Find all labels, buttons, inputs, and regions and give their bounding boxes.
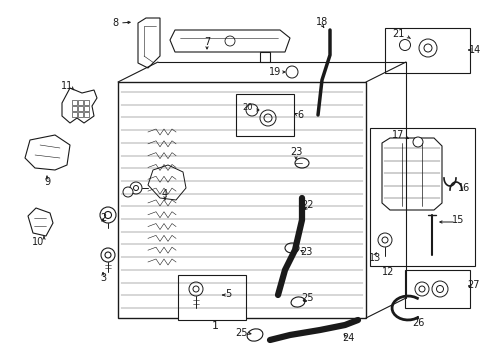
Circle shape bbox=[264, 114, 271, 122]
Circle shape bbox=[100, 207, 116, 223]
Circle shape bbox=[412, 137, 422, 147]
Text: 23: 23 bbox=[299, 247, 311, 257]
Circle shape bbox=[414, 282, 428, 296]
Text: 23: 23 bbox=[289, 147, 302, 157]
Circle shape bbox=[418, 286, 424, 292]
Polygon shape bbox=[62, 88, 97, 123]
Circle shape bbox=[436, 285, 443, 292]
Text: 26: 26 bbox=[411, 318, 423, 328]
Text: 12: 12 bbox=[381, 267, 393, 277]
Circle shape bbox=[123, 187, 133, 197]
Circle shape bbox=[431, 281, 447, 297]
Text: 19: 19 bbox=[268, 67, 281, 77]
Text: 16: 16 bbox=[457, 183, 469, 193]
Text: 2: 2 bbox=[100, 213, 106, 223]
Circle shape bbox=[193, 286, 199, 292]
Text: 11: 11 bbox=[61, 81, 73, 91]
Text: 15: 15 bbox=[451, 215, 463, 225]
Ellipse shape bbox=[246, 329, 263, 341]
Bar bbox=[384, 28, 469, 73]
Polygon shape bbox=[381, 138, 441, 210]
Polygon shape bbox=[148, 165, 185, 200]
Text: 17: 17 bbox=[391, 130, 404, 140]
Text: 9: 9 bbox=[44, 177, 50, 187]
Text: 24: 24 bbox=[341, 333, 353, 343]
Text: 8: 8 bbox=[112, 18, 118, 28]
Circle shape bbox=[245, 104, 258, 116]
Text: 6: 6 bbox=[296, 110, 303, 120]
Circle shape bbox=[133, 185, 138, 190]
Circle shape bbox=[189, 282, 203, 296]
Bar bbox=[118, 82, 365, 318]
Bar bbox=[369, 128, 474, 266]
Bar bbox=[78, 112, 83, 117]
Circle shape bbox=[381, 237, 387, 243]
Ellipse shape bbox=[294, 158, 308, 168]
Bar bbox=[72, 106, 77, 111]
Text: 25: 25 bbox=[300, 293, 313, 303]
Polygon shape bbox=[138, 18, 160, 68]
Circle shape bbox=[285, 66, 297, 78]
Text: 13: 13 bbox=[368, 253, 380, 263]
Text: 1: 1 bbox=[211, 321, 218, 331]
Bar bbox=[404, 270, 469, 308]
Circle shape bbox=[130, 182, 142, 194]
Text: 10: 10 bbox=[32, 237, 44, 247]
Polygon shape bbox=[28, 208, 53, 236]
Circle shape bbox=[105, 252, 111, 258]
Text: 22: 22 bbox=[301, 200, 314, 210]
Circle shape bbox=[399, 40, 409, 50]
Text: 25: 25 bbox=[235, 328, 248, 338]
Text: 20: 20 bbox=[242, 103, 253, 112]
Ellipse shape bbox=[290, 297, 305, 307]
Ellipse shape bbox=[285, 243, 298, 253]
Polygon shape bbox=[170, 30, 289, 52]
Bar bbox=[178, 275, 245, 320]
Circle shape bbox=[224, 36, 235, 46]
Bar bbox=[84, 100, 89, 105]
Text: 7: 7 bbox=[203, 37, 210, 47]
Text: 4: 4 bbox=[162, 189, 168, 199]
Circle shape bbox=[418, 39, 436, 57]
Polygon shape bbox=[25, 135, 70, 170]
Circle shape bbox=[260, 110, 275, 126]
Text: 3: 3 bbox=[100, 273, 106, 283]
Circle shape bbox=[423, 44, 431, 52]
Text: 14: 14 bbox=[468, 45, 480, 55]
Bar bbox=[84, 112, 89, 117]
Bar bbox=[78, 100, 83, 105]
Polygon shape bbox=[260, 52, 269, 62]
Bar bbox=[72, 100, 77, 105]
Circle shape bbox=[377, 233, 391, 247]
Bar bbox=[72, 112, 77, 117]
Text: 21: 21 bbox=[391, 29, 404, 39]
Bar bbox=[84, 106, 89, 111]
Bar bbox=[78, 106, 83, 111]
Circle shape bbox=[101, 248, 115, 262]
Text: 18: 18 bbox=[315, 17, 327, 27]
Bar bbox=[236, 94, 293, 136]
Text: 5: 5 bbox=[224, 289, 231, 299]
Circle shape bbox=[104, 212, 111, 219]
Text: 27: 27 bbox=[467, 280, 479, 290]
